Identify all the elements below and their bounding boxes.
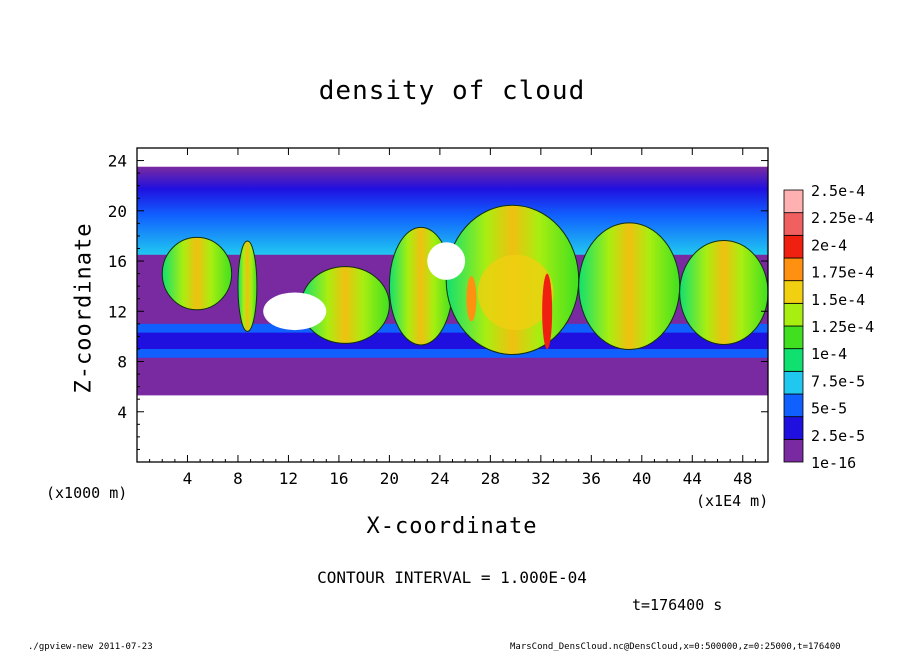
colorbar: 2.5e-4 2.25e-4 2e-4 1.75e-4 1.5e-4 1.25e-4 1e-… (783, 182, 874, 472)
x-tick-label: 40 (632, 469, 651, 488)
x-tick-label: 44 (683, 469, 702, 488)
x-tick-label: 48 (733, 469, 752, 488)
colorbar-swatch (783, 438, 804, 463)
colorbar-label: 2e-4 (811, 236, 847, 254)
y-tick-label: 20 (108, 202, 127, 221)
colorbar-swatch (783, 370, 804, 395)
x-tick-label: 36 (582, 469, 601, 488)
colorbar-label: 1.25e-4 (811, 318, 874, 336)
colorbar-swatch (783, 234, 804, 259)
x-multiplier-label: (x1E4 m) (696, 492, 769, 510)
y-axis-label: Z-coordinate (71, 222, 97, 394)
y-tick-label: 24 (108, 152, 127, 171)
colorbar-swatch (783, 280, 804, 304)
x-tick-label: 32 (531, 469, 550, 488)
footer-right: MarsCond_DensCloud.nc@DensCloud,x=0:5000… (510, 642, 841, 652)
y-tick-label: 4 (117, 403, 127, 422)
x-tick-label: 8 (233, 469, 243, 488)
x-tick-label: 12 (279, 469, 298, 488)
colorbar-swatch (783, 189, 804, 214)
y-tick-label: 12 (108, 302, 127, 321)
x-tick-label: 16 (329, 469, 348, 488)
colorbar-label: 1e-16 (811, 454, 856, 472)
x-tick-label: 28 (481, 469, 500, 488)
chart-title: density of cloud (318, 76, 586, 106)
density-field (137, 166, 768, 462)
x-axis-label: X-coordinate (366, 514, 538, 539)
colorbar-label: 2.25e-4 (811, 209, 874, 227)
colorbar-swatch (783, 416, 804, 440)
y-tick-label: 16 (108, 252, 127, 271)
colorbar-label: 1.5e-4 (811, 291, 865, 309)
colorbar-swatch (783, 257, 804, 282)
x-tick-label: 4 (183, 469, 193, 488)
colorbar-swatch (783, 348, 804, 372)
colorbar-swatch (783, 302, 804, 327)
colorbar-label: 1.75e-4 (811, 264, 874, 282)
colorbar-swatch (783, 393, 804, 418)
colorbar-swatch (783, 212, 804, 236)
colorbar-label: 2.5e-4 (811, 182, 865, 200)
x-tick-label: 24 (430, 469, 449, 488)
colorbar-swatch (783, 325, 804, 350)
contour-interval: CONTOUR INTERVAL = 1.000E-04 (317, 568, 587, 587)
y-tick-label: 8 (117, 353, 127, 372)
colorbar-label: 5e-5 (811, 400, 847, 418)
colorbar-label: 7.5e-5 (811, 372, 865, 390)
x-tick-label: 20 (380, 469, 399, 488)
colorbar-label: 2.5e-5 (811, 427, 865, 445)
time-label: t=176400 s (632, 596, 723, 614)
colorbar-label: 1e-4 (811, 345, 847, 363)
footer-left: ./gpview-new 2011-07-23 (28, 642, 153, 652)
x-unit-label: (x1000 m) (46, 484, 128, 502)
